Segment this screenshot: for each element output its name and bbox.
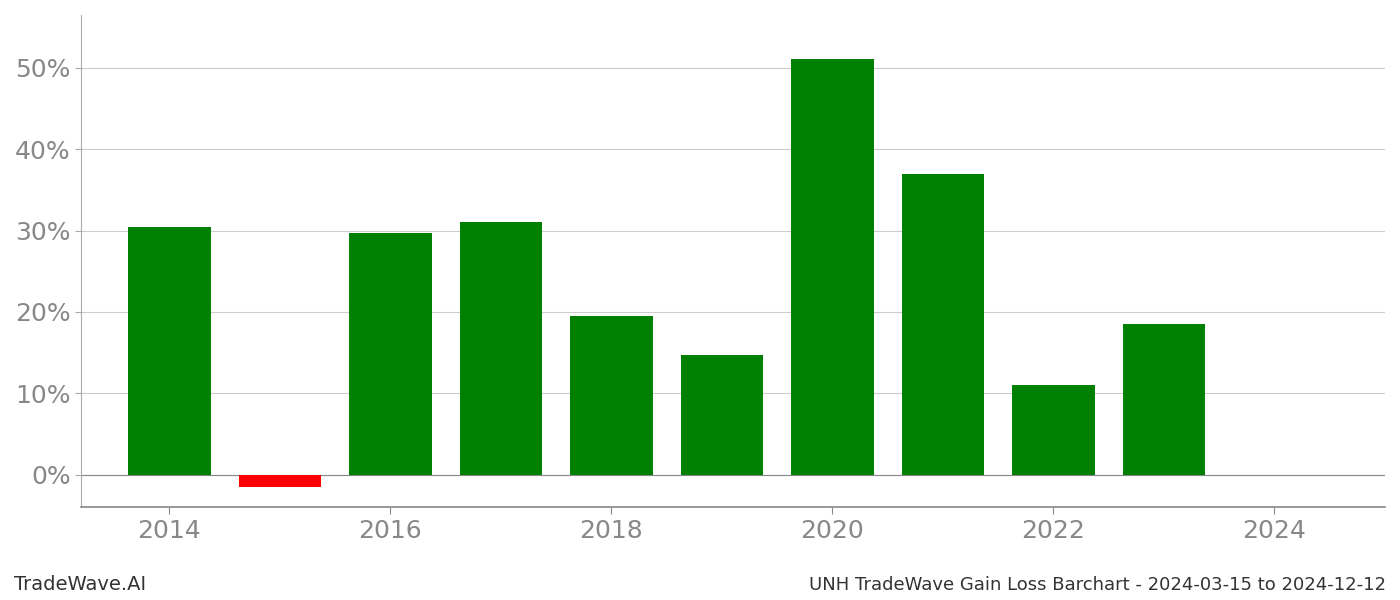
Bar — [459, 223, 542, 475]
Bar — [680, 355, 763, 475]
Bar — [791, 59, 874, 475]
Text: UNH TradeWave Gain Loss Barchart - 2024-03-15 to 2024-12-12: UNH TradeWave Gain Loss Barchart - 2024-… — [809, 576, 1386, 594]
Bar — [238, 475, 322, 487]
Bar — [902, 173, 984, 475]
Text: TradeWave.AI: TradeWave.AI — [14, 575, 146, 594]
Bar — [127, 227, 211, 475]
Bar — [1012, 385, 1095, 475]
Bar — [349, 233, 431, 475]
Bar — [570, 316, 652, 475]
Bar — [1123, 324, 1205, 475]
